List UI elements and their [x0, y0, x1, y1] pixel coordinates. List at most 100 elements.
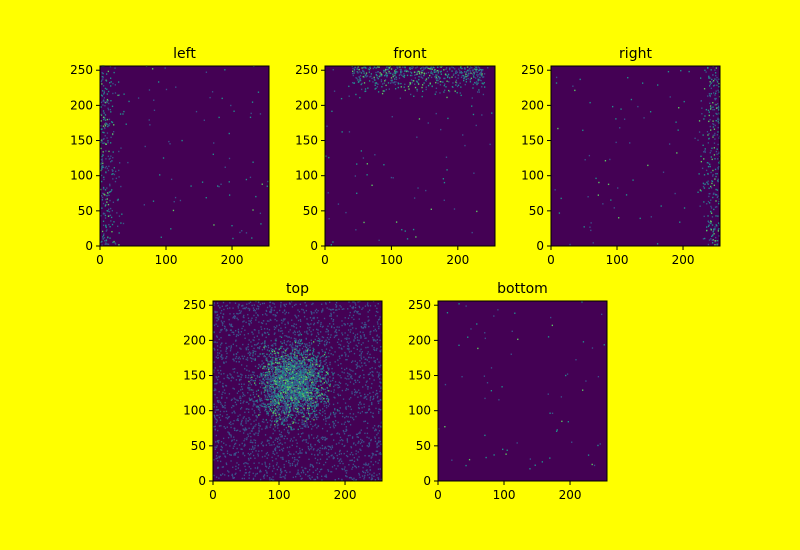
heatmap-cell: [380, 426, 382, 428]
heatmap-cell: [254, 365, 257, 368]
heatmap-cell: [352, 67, 354, 70]
heatmap-cell: [300, 388, 302, 390]
heatmap-cell: [318, 371, 320, 373]
heatmap-cell: [295, 361, 298, 364]
heatmap-cell: [370, 357, 372, 359]
heatmap-cell: [584, 159, 586, 161]
heatmap-cell: [255, 473, 257, 475]
heatmap-cell: [118, 176, 120, 178]
heatmap-cell: [477, 78, 479, 81]
heatmap-cell: [369, 473, 371, 475]
heatmap-cell: [356, 68, 358, 70]
heatmap-cell: [257, 455, 259, 457]
heatmap-cell: [221, 396, 223, 398]
heatmap-cell: [310, 334, 313, 336]
heatmap-cell: [340, 362, 342, 365]
heatmap-cell: [375, 74, 377, 76]
heatmap-cell: [218, 116, 220, 119]
heatmap-cell: [251, 371, 254, 373]
heatmap-cell: [316, 311, 318, 314]
heatmap-cell: [216, 335, 218, 337]
heatmap-cell: [340, 347, 343, 350]
heatmap-cell: [353, 479, 355, 481]
heatmap-cell: [345, 430, 347, 433]
heatmap-cell: [312, 364, 314, 366]
heatmap-cell: [304, 370, 307, 372]
heatmap-cell: [251, 304, 253, 307]
heatmap-cell: [339, 344, 342, 346]
heatmap-cell: [308, 374, 310, 376]
heatmap-cell: [708, 202, 711, 204]
heatmap-cell: [271, 367, 274, 370]
heatmap-cell: [306, 419, 308, 421]
heatmap-cell: [222, 382, 224, 385]
heatmap-cell: [405, 70, 408, 73]
heatmap-cell: [283, 359, 285, 361]
heatmap-cell: [302, 432, 304, 434]
heatmap-cell: [278, 376, 280, 379]
heatmap-cell: [360, 343, 363, 346]
heatmap-cell: [454, 76, 457, 78]
heatmap-cell: [336, 326, 338, 328]
heatmap-cell: [349, 311, 351, 314]
heatmap-cell: [274, 371, 276, 373]
heatmap-cell: [240, 383, 243, 385]
heatmap-cell: [319, 452, 321, 454]
heatmap-cell: [325, 461, 327, 464]
heatmap-cell: [365, 76, 367, 78]
heatmap-cell: [310, 362, 312, 365]
heatmap-cell: [298, 401, 301, 404]
heatmap-cell: [473, 71, 475, 74]
heatmap-cell: [233, 438, 235, 441]
heatmap-cell: [401, 74, 403, 76]
heatmap-cell: [241, 419, 243, 422]
y-tick-label: 150: [521, 134, 544, 148]
heatmap-cell: [235, 472, 237, 475]
heatmap-cell: [352, 74, 354, 77]
heatmap-cell: [280, 364, 282, 367]
heatmap-cell: [258, 462, 260, 464]
heatmap-cell: [359, 432, 361, 434]
heatmap-cell: [277, 392, 279, 395]
heatmap-cell: [354, 66, 356, 69]
heatmap-cell: [699, 189, 702, 191]
heatmap-cell: [324, 475, 326, 478]
heatmap-cell: [249, 320, 252, 323]
heatmap-cell: [334, 351, 336, 353]
heatmap-cell: [374, 154, 376, 156]
y-tick-label: 200: [70, 98, 93, 112]
heatmap-cell: [321, 303, 323, 305]
heatmap-cell: [274, 357, 276, 359]
heatmap-cell: [226, 376, 228, 378]
heatmap-cell: [234, 412, 236, 414]
heatmap-cell: [302, 309, 305, 311]
heatmap-cell: [111, 121, 114, 124]
heatmap-cell: [233, 477, 235, 479]
heatmap-cell: [714, 72, 717, 74]
heatmap-cell: [107, 141, 109, 144]
heatmap-cell: [350, 350, 352, 352]
heatmap-cell: [282, 476, 284, 478]
heatmap-cell: [706, 203, 708, 205]
heatmap-cell: [253, 396, 256, 399]
heatmap-cell: [319, 359, 322, 362]
heatmap-cell: [258, 429, 260, 431]
heatmap-cell: [273, 479, 275, 481]
heatmap-cell: [327, 469, 329, 471]
heatmap-cell: [364, 362, 366, 364]
heatmap-cell: [335, 443, 338, 445]
heatmap-cell: [376, 396, 379, 399]
heatmap-cell: [358, 474, 361, 476]
heatmap-cell: [438, 76, 440, 79]
heatmap-cell: [264, 332, 267, 334]
heatmap-cell: [250, 357, 253, 360]
heatmap-cell: [476, 210, 478, 213]
heatmap-cell: [275, 314, 277, 317]
heatmap-cell: [241, 355, 243, 357]
heatmap-cell: [703, 215, 705, 218]
heatmap-cell: [277, 356, 280, 359]
heatmap-cell: [107, 99, 109, 102]
heatmap-cell: [101, 75, 104, 78]
heatmap-cell: [308, 342, 311, 344]
heatmap-cell: [224, 427, 227, 429]
